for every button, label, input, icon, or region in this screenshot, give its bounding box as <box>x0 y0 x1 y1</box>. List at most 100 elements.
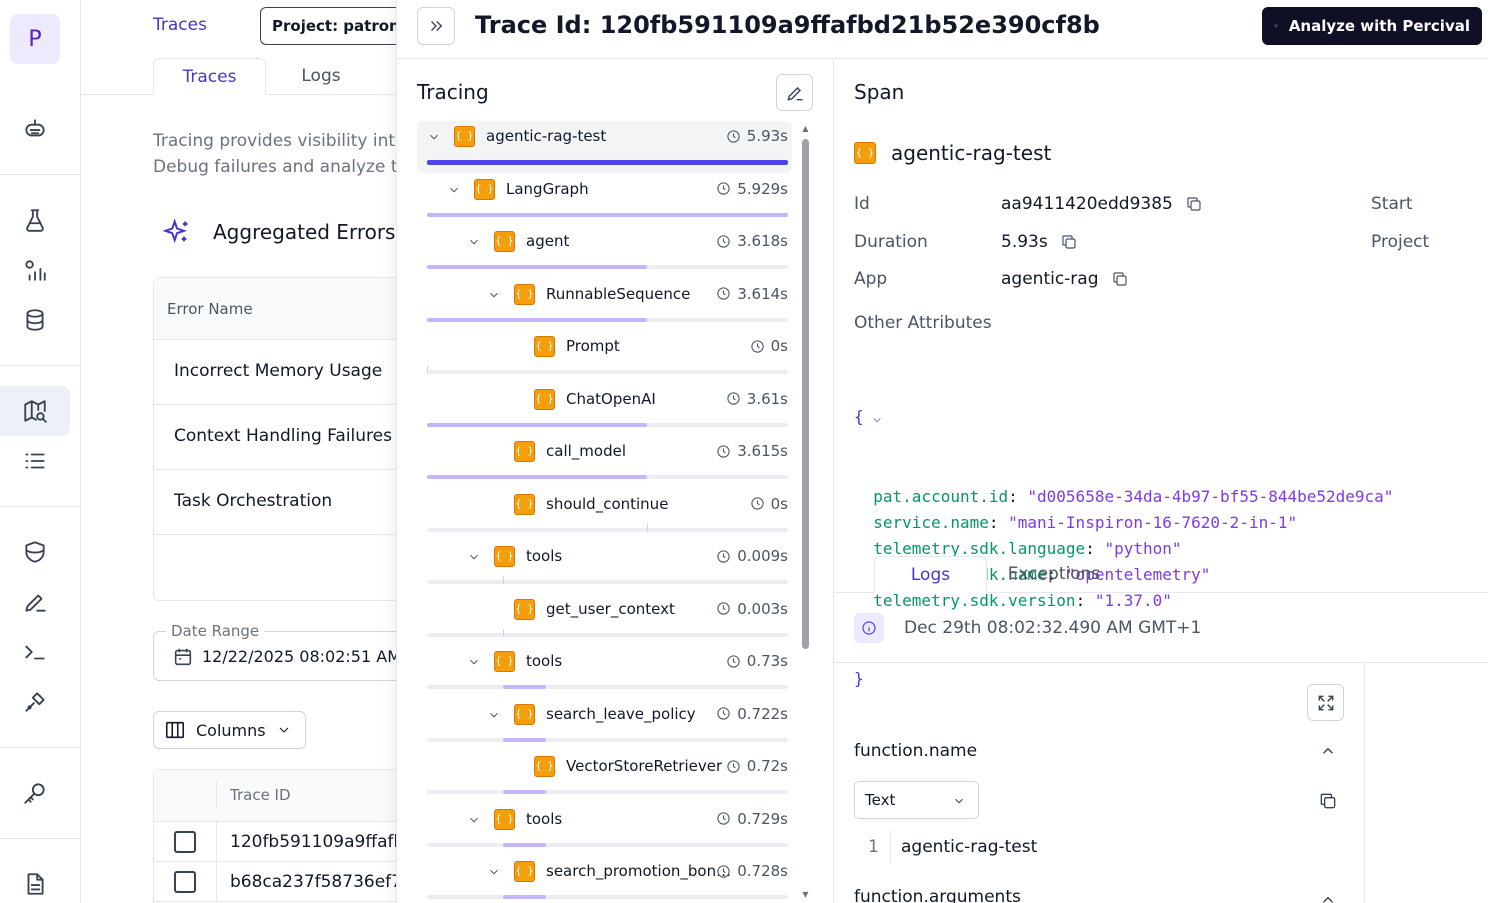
span-row[interactable]: { } get_user_context 0.003s <box>417 594 792 646</box>
robot-icon[interactable] <box>15 109 55 149</box>
json-key: telemetry.sdk.version <box>873 591 1076 610</box>
scroll-down-arrow[interactable]: ▼ <box>802 890 809 899</box>
table-row[interactable]: Context Handling Failures <box>154 405 396 470</box>
span-row[interactable]: { } LangGraph 5.929s <box>417 174 792 226</box>
tools-icon[interactable] <box>15 682 55 722</box>
rail-divider <box>0 838 80 839</box>
chevron-down-icon[interactable] <box>447 183 463 199</box>
chevron-up-icon[interactable] <box>1319 742 1337 764</box>
span-row[interactable]: { } tools 0.729s <box>417 804 792 856</box>
table-row[interactable]: b68ca237f58736ef7 <box>154 862 396 902</box>
span-row[interactable]: { } search_promotion_bonus... 0.728s <box>417 856 792 903</box>
line-value: agentic-rag-test <box>901 837 1038 857</box>
span-row[interactable]: { } should_continue 0s <box>417 489 792 541</box>
span-row[interactable]: { } RunnableSequence 3.614s <box>417 279 792 331</box>
analyze-with-percival-button[interactable]: Analyze with Percival <box>1262 7 1482 45</box>
span-row[interactable]: { } Prompt 0s <box>417 331 792 383</box>
tab-traces[interactable]: Traces <box>153 58 266 95</box>
rail-divider <box>0 174 80 175</box>
span-row[interactable]: { } tools 0.009s <box>417 541 792 593</box>
chevron-down-icon[interactable]: ⌵ <box>873 411 882 426</box>
tab-exceptions[interactable]: Exceptions <box>1007 564 1101 584</box>
span-row[interactable]: { } ChatOpenAI 3.61s <box>417 384 792 436</box>
table-row[interactable]: Task Orchestration <box>154 470 396 535</box>
attr-value-text: aa9411420edd9385 <box>1001 194 1173 214</box>
span-row[interactable]: { } VectorStoreRetriever 0.72s <box>417 751 792 803</box>
expand-button[interactable] <box>1307 684 1344 721</box>
span-row[interactable]: { } agent 3.618s <box>417 226 792 278</box>
chevron-down-icon[interactable] <box>467 655 483 671</box>
description-line: Debug failures and analyze tra <box>153 157 396 177</box>
span-type-icon: { } <box>514 493 535 515</box>
span-type-icon: { } <box>514 861 535 882</box>
tab-logs[interactable]: Logs <box>874 556 987 593</box>
clock-icon <box>750 339 764 353</box>
span-duration: 3.61s <box>726 390 788 408</box>
file-icon[interactable] <box>15 864 55 903</box>
copy-icon[interactable] <box>1111 270 1129 288</box>
list-icon[interactable] <box>15 441 55 481</box>
span-timeline-bar <box>427 317 648 322</box>
analyze-button-label: Analyze with Percival <box>1288 17 1470 35</box>
pen-line-icon[interactable] <box>15 582 55 622</box>
trace-id-cell[interactable]: b68ca237f58736ef7 <box>230 872 396 892</box>
tracing-panel: Tracing { } agentic-rag-test 5.93s { } LangG… <box>397 59 834 903</box>
chevron-down-icon[interactable] <box>467 550 483 566</box>
span-timeline-bar <box>427 366 428 374</box>
span-name-heading: { } agentic-rag-test <box>854 141 1051 165</box>
chart-icon[interactable] <box>15 250 55 290</box>
columns-button[interactable]: Columns <box>153 711 306 749</box>
map-search-icon[interactable] <box>0 386 70 436</box>
span-duration: 3.618s <box>716 232 788 250</box>
clock-icon <box>717 549 730 563</box>
span-row[interactable]: { } call_model 3.615s <box>417 436 792 488</box>
span-duration: 0.73s <box>726 652 788 670</box>
key-icon[interactable] <box>15 773 55 813</box>
terminal-icon[interactable] <box>15 632 55 672</box>
line-number: 1 <box>868 837 879 857</box>
chevron-down-icon[interactable] <box>487 708 503 724</box>
span-timeline-track <box>427 737 788 742</box>
tab-logs[interactable]: Logs <box>301 66 341 86</box>
scrollbar-thumb[interactable] <box>802 139 809 649</box>
chevron-down-icon[interactable] <box>427 130 443 146</box>
span-duration: 5.93s <box>726 127 788 145</box>
org-avatar[interactable]: P <box>10 14 60 64</box>
json-colon: : <box>988 513 1009 532</box>
breadcrumb[interactable]: Traces <box>153 15 207 35</box>
copy-icon[interactable] <box>1060 233 1078 251</box>
scroll-up-arrow[interactable]: ▲ <box>802 124 809 133</box>
duration-text: 0s <box>770 494 788 513</box>
span-name: tools <box>526 547 563 565</box>
copy-icon[interactable] <box>1185 195 1203 213</box>
flask-icon[interactable] <box>15 200 55 240</box>
project-select[interactable]: Project: patronus <box>260 7 396 45</box>
tracing-title: Tracing <box>417 80 489 104</box>
copy-icon[interactable] <box>1318 791 1338 815</box>
span-row[interactable]: { } agentic-rag-test 5.93s <box>417 121 792 173</box>
span-duration: 0s <box>750 495 788 513</box>
database-icon[interactable] <box>15 300 55 340</box>
json-lines: pat.account.id: "d005658e-34da-4b97-bf55… <box>854 484 1393 614</box>
row-checkbox[interactable] <box>174 871 196 893</box>
chevron-up-icon[interactable] <box>1319 891 1337 903</box>
span-duration: 0s <box>750 337 788 355</box>
date-range-field[interactable]: Date Range 12/22/2025 08:02:51 AM <box>153 622 396 681</box>
chevron-down-icon[interactable] <box>487 865 503 881</box>
log-entry[interactable]: Dec 29th 08:02:32.490 AM GMT+1 <box>834 593 1488 663</box>
format-select[interactable]: Text <box>854 781 979 819</box>
chevron-down-icon[interactable] <box>467 235 483 251</box>
row-checkbox[interactable] <box>174 831 196 853</box>
chevron-down-icon[interactable] <box>467 813 483 829</box>
collapse-drawer-button[interactable] <box>417 7 455 45</box>
chevron-down-icon[interactable] <box>487 288 503 304</box>
edit-button[interactable] <box>776 74 813 111</box>
span-tree-scrollbar[interactable]: ▲ ▼ <box>801 125 810 899</box>
table-row[interactable]: 120fb591109a9ffafbd21b52e390cf8b <box>154 822 396 862</box>
trace-id-cell[interactable]: 120fb591109a9ffafbd21b52e390cf8b <box>230 832 396 852</box>
span-row[interactable]: { } tools 0.73s <box>417 646 792 698</box>
table-row[interactable]: Incorrect Memory Usage <box>154 340 396 405</box>
date-range-value: 12/22/2025 08:02:51 AM <box>202 647 396 666</box>
shield-icon[interactable] <box>15 532 55 572</box>
span-row[interactable]: { } search_leave_policy 0.722s <box>417 699 792 751</box>
